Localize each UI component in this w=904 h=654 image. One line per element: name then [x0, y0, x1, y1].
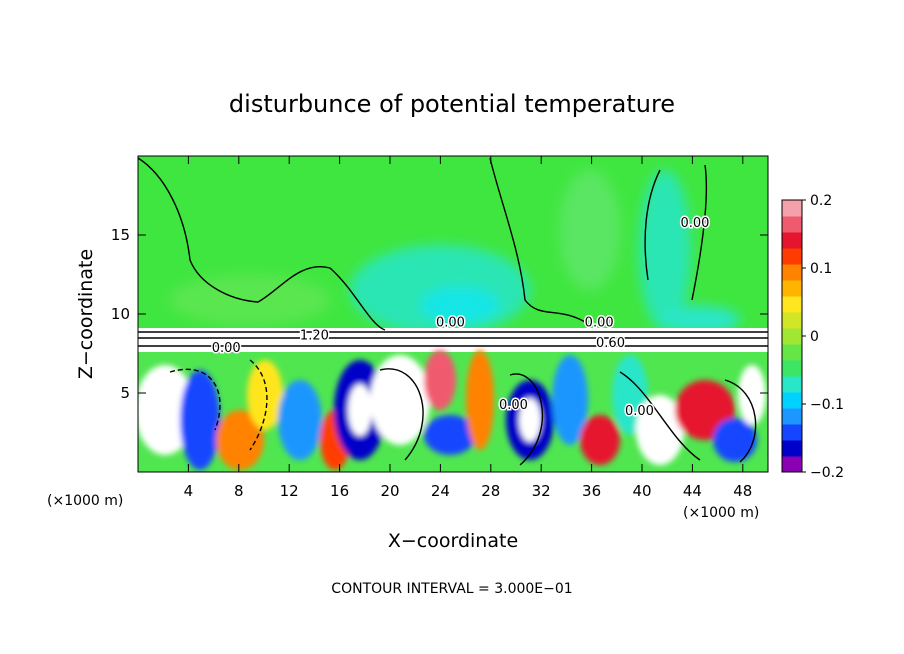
colorbar: 0.2 0.1 0 −0.1 −0.2 — [781, 193, 844, 481]
x-tick-label: 32 — [532, 482, 551, 500]
colorbar-swatch — [782, 264, 802, 281]
colorbar-swatch — [782, 312, 802, 329]
colorbar-swatch — [782, 360, 802, 377]
x-axis-label: X−coordinate — [388, 530, 518, 552]
y-tick-label: 10 — [111, 305, 130, 323]
colorbar-swatch — [782, 408, 802, 425]
y-tick-label: 15 — [111, 226, 130, 244]
x-tick-label: 40 — [632, 482, 651, 500]
colorbar-swatch — [782, 392, 802, 409]
colorbar-swatch — [782, 376, 802, 393]
contour-label: 0.00 — [212, 341, 241, 356]
contour-label: 0.00 — [680, 216, 709, 231]
x-tick-label: 44 — [683, 482, 702, 500]
contour-label: 0.00 — [585, 316, 614, 331]
x-unit-right: (×1000 m) — [683, 505, 759, 521]
colorbar-swatch — [782, 328, 802, 345]
contour-label: 1.20 — [300, 328, 329, 343]
x-tick-label: 36 — [582, 482, 601, 500]
colorbar-swatch — [782, 280, 802, 297]
colorbar-swatch — [782, 232, 802, 249]
x-tick-label: 12 — [280, 482, 299, 500]
contour-lines — [138, 157, 768, 466]
y-tick-label: 5 — [120, 384, 130, 402]
colorbar-tick-label: 0.1 — [810, 261, 832, 277]
contour-label: 0.60 — [596, 336, 625, 351]
colorbar-tick-label: −0.2 — [810, 465, 844, 481]
x-tick-label: 4 — [184, 482, 194, 500]
colorbar-swatch — [782, 216, 802, 233]
colorbar-tick-label: 0.2 — [810, 193, 832, 209]
colorbar-swatch — [782, 456, 802, 473]
colorbar-swatch — [782, 296, 802, 313]
colorbar-swatch — [782, 248, 802, 265]
x-unit-left: (×1000 m) — [47, 493, 123, 509]
colorbar-swatch — [782, 424, 802, 441]
contour-label-layer: 0.00 1.20 0.00 0.00 0.60 0.00 0.00 0.00 — [210, 215, 711, 421]
chart-title: disturbunce of potential temperature — [229, 90, 675, 118]
colorbar-tick-label: 0 — [810, 329, 819, 345]
x-tick-label: 8 — [234, 482, 244, 500]
colorbar-swatch — [782, 200, 802, 217]
x-tick-label: 20 — [380, 482, 399, 500]
contour-label: 0.00 — [499, 398, 528, 413]
colorbar-swatch — [782, 440, 802, 457]
contour-interval-note: CONTOUR INTERVAL = 3.000E−01 — [331, 581, 572, 597]
x-tick-label: 28 — [481, 482, 500, 500]
contour-label: 0.00 — [436, 316, 465, 331]
contour-label: 0.00 — [625, 404, 654, 419]
x-tick-label: 16 — [330, 482, 349, 500]
y-axis-label: Z−coordinate — [75, 249, 97, 379]
x-tick-label: 24 — [431, 482, 450, 500]
plot-area — [138, 156, 768, 472]
colorbar-swatch — [782, 344, 802, 361]
colorbar-tick-label: −0.1 — [810, 397, 844, 413]
x-tick-label: 48 — [733, 482, 752, 500]
